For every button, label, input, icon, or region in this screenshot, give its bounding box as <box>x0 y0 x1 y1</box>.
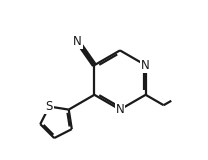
Text: N: N <box>141 59 150 72</box>
Text: S: S <box>46 100 53 113</box>
Text: N: N <box>73 35 82 48</box>
Text: N: N <box>116 103 124 116</box>
